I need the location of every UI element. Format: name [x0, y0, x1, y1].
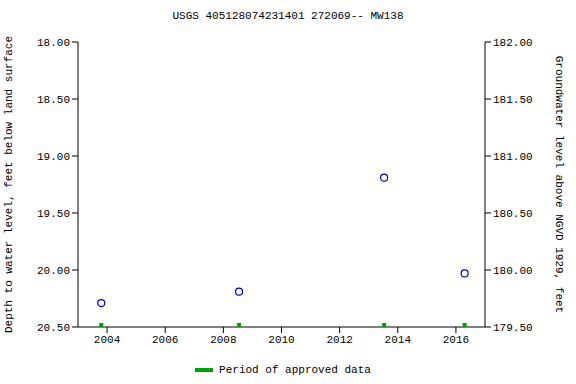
svg-text:19.00: 19.00 — [37, 151, 70, 163]
html-text:USGS 405128074231401 272069--: USGS 405128074231401 272069-- MW138 — [172, 10, 404, 22]
svg-text:2004: 2004 — [94, 334, 121, 346]
svg-text:180.50: 180.50 — [493, 208, 533, 220]
svg-text:Groundwater level above NGVD 1: Groundwater level above NGVD 1929, feet — [553, 56, 565, 313]
svg-text:180.00: 180.00 — [493, 265, 533, 277]
svg-text:179.50: 179.50 — [493, 322, 533, 334]
svg-text:182.00: 182.00 — [493, 37, 533, 49]
svg-text:Depth to water level, feet bel: Depth to water level, feet below land su… — [8, 36, 15, 333]
svg-text:20.00: 20.00 — [37, 265, 70, 277]
svg-text:2016: 2016 — [443, 334, 469, 346]
svg-text:181.00: 181.00 — [493, 151, 533, 163]
svg-text:18.00: 18.00 — [37, 37, 70, 49]
html-text:Period of approved data: Period of approved data — [219, 364, 371, 376]
svg-text:20.50: 20.50 — [37, 322, 70, 334]
svg-text:18.50: 18.50 — [37, 94, 70, 106]
svg-text:19.50: 19.50 — [37, 208, 70, 220]
svg-text:2014: 2014 — [385, 334, 412, 346]
svg-text:2010: 2010 — [268, 334, 294, 346]
svg-text:2006: 2006 — [152, 334, 178, 346]
svg-text:2008: 2008 — [210, 334, 236, 346]
svg-text:2012: 2012 — [326, 334, 352, 346]
svg-text:181.50: 181.50 — [493, 94, 533, 106]
